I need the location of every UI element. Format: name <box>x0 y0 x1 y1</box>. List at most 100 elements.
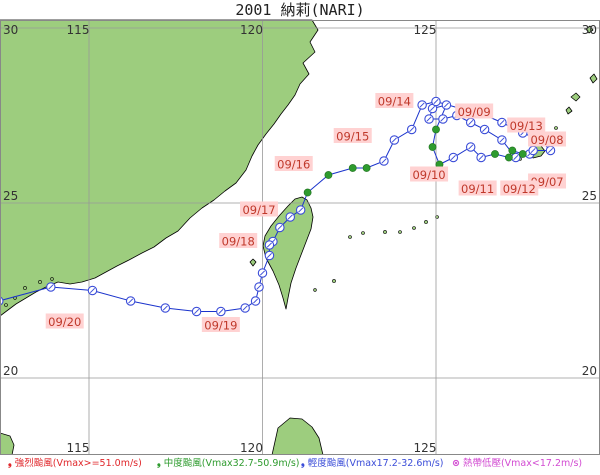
mild-typhoon-point <box>479 124 490 135</box>
mild-typhoon-point <box>379 156 389 166</box>
svg-text:09/17: 09/17 <box>242 203 275 217</box>
legend-label-moderate: 中度颱風(Vmax32.7-50.9m/s) <box>163 458 300 469</box>
svg-text:09/07: 09/07 <box>530 175 563 189</box>
mild-typhoon-point <box>389 135 400 145</box>
moderate-typhoon-point <box>508 146 517 155</box>
mild-typhoon-point <box>254 282 264 292</box>
legend-label-depression: 熱帶低壓(Vmax<17.2m/s) <box>462 458 583 469</box>
date-label: 09/15 <box>333 128 372 144</box>
mild-typhoon-point <box>417 100 427 110</box>
date-label: 09/18 <box>219 233 258 249</box>
date-label: 09/10 <box>410 166 449 182</box>
mild-typhoon-point <box>46 282 56 292</box>
mild-typhoon-point <box>441 100 452 110</box>
moderate-typhoon-point <box>362 164 371 172</box>
longitude-label: 115 <box>67 23 90 37</box>
date-label: 09/13 <box>507 117 546 133</box>
mild-typhoon-point <box>191 306 202 317</box>
mild-typhoon-point <box>295 205 306 215</box>
island-east-1 <box>570 92 581 102</box>
island-east-4 <box>565 106 573 115</box>
moderate-typhoon-point <box>324 171 333 179</box>
svg-text:09/15: 09/15 <box>336 130 369 144</box>
islet <box>50 277 54 281</box>
longitude-label: 125 <box>414 441 437 455</box>
mild-typhoon-point <box>438 114 448 124</box>
svg-text:09/11: 09/11 <box>461 182 494 196</box>
latitude-label: 25 <box>582 189 597 203</box>
grid-labels: 30 25 20 30 25 20 115 120 125 115 120 125 <box>3 23 597 455</box>
islet <box>554 126 558 130</box>
longitude-label: 120 <box>240 23 263 37</box>
islet <box>361 231 365 235</box>
penghu-islands <box>249 258 257 267</box>
luzon-island <box>271 417 324 455</box>
date-labels: 09/14 09/09 09/13 09/15 09/08 09/16 09/10 09/07… <box>45 93 567 333</box>
islet <box>348 235 352 239</box>
mild-typhoon-point <box>465 117 476 128</box>
islet <box>332 279 336 283</box>
islet <box>424 220 428 224</box>
moderate-typhoon-point <box>348 164 357 172</box>
moderate-typhoon-icon: ❟ <box>157 458 161 469</box>
svg-text:09/18: 09/18 <box>222 235 255 249</box>
mild-typhoon-point <box>125 296 136 306</box>
mild-typhoon-point <box>160 303 171 313</box>
islet <box>412 226 416 230</box>
taiwan-island <box>262 196 314 310</box>
legend-item-depression: ⊗ 熱帶低壓(Vmax<17.2m/s) <box>452 457 582 471</box>
mild-typhoon-point <box>511 152 521 163</box>
svg-text:09/20: 09/20 <box>48 315 81 329</box>
islet <box>38 280 42 284</box>
latitude-label: 20 <box>3 364 18 378</box>
moderate-typhoon-point <box>504 153 513 162</box>
mild-typhoon-point <box>545 145 556 156</box>
latitude-label: 30 <box>3 23 18 37</box>
islet <box>383 230 387 234</box>
latitude-label: 25 <box>3 189 18 203</box>
lat-lon-grid <box>0 20 600 455</box>
date-label: 09/12 <box>500 180 539 196</box>
typhoon-track-map: 30 25 20 30 25 20 115 120 125 115 120 125 09/14 09/0… <box>0 19 600 455</box>
mild-typhoon-point <box>87 285 98 296</box>
legend-label-mild: 輕度颱風(Vmax17.2-32.6m/s) <box>307 458 444 469</box>
legend-item-strong: ❟ 強烈颱風(Vmax>=51.0m/s) <box>8 457 142 471</box>
date-label: 09/20 <box>45 313 84 329</box>
latitude-label: 20 <box>582 364 597 378</box>
mild-typhoon-point <box>285 212 296 222</box>
mild-typhoon-point <box>406 124 417 135</box>
mild-typhoon-point <box>250 296 261 306</box>
date-label: 09/11 <box>458 180 497 196</box>
svg-text:09/19: 09/19 <box>204 319 237 333</box>
hainan-island <box>0 432 15 455</box>
svg-text:09/16: 09/16 <box>277 158 310 172</box>
mild-typhoon-point <box>264 240 275 250</box>
date-label: 09/14 <box>375 93 414 109</box>
mild-typhoon-point <box>431 96 441 107</box>
mild-typhoon-point <box>257 268 268 278</box>
legend-item-mild: ❟ 輕度颱風(Vmax17.2-32.6m/s) <box>301 457 443 471</box>
islet <box>313 288 317 292</box>
mild-typhoon-point <box>528 145 538 156</box>
mild-typhoon-point <box>497 117 507 128</box>
mild-typhoon-point <box>448 152 459 163</box>
longitude-label: 120 <box>240 441 263 455</box>
longitude-label: 125 <box>414 23 437 37</box>
svg-text:09/14: 09/14 <box>378 95 411 109</box>
legend: ❟ 強烈颱風(Vmax>=51.0m/s) ❟ 中度颱風(Vmax32.7-50.9… <box>0 455 600 475</box>
moderate-typhoon-point <box>432 125 440 134</box>
svg-text:09/13: 09/13 <box>510 119 543 133</box>
tropical-depression-icon: ⊗ <box>452 458 460 469</box>
mild-typhoon-point <box>497 135 507 145</box>
mild-typhoon-point <box>264 250 275 261</box>
svg-text:09/12: 09/12 <box>503 182 536 196</box>
moderate-typhoon-point <box>518 150 527 158</box>
svg-text:09/08: 09/08 <box>530 133 563 147</box>
legend-label-strong: 強烈颱風(Vmax>=51.0m/s) <box>14 458 142 469</box>
mild-typhoon-point <box>465 142 476 152</box>
svg-text:09/09: 09/09 <box>458 105 491 119</box>
mild-typhoon-point <box>240 303 250 313</box>
date-label: 09/19 <box>201 317 240 333</box>
date-label: 09/09 <box>455 103 494 119</box>
map-title: 2001 納莉(NARI) <box>235 1 365 19</box>
